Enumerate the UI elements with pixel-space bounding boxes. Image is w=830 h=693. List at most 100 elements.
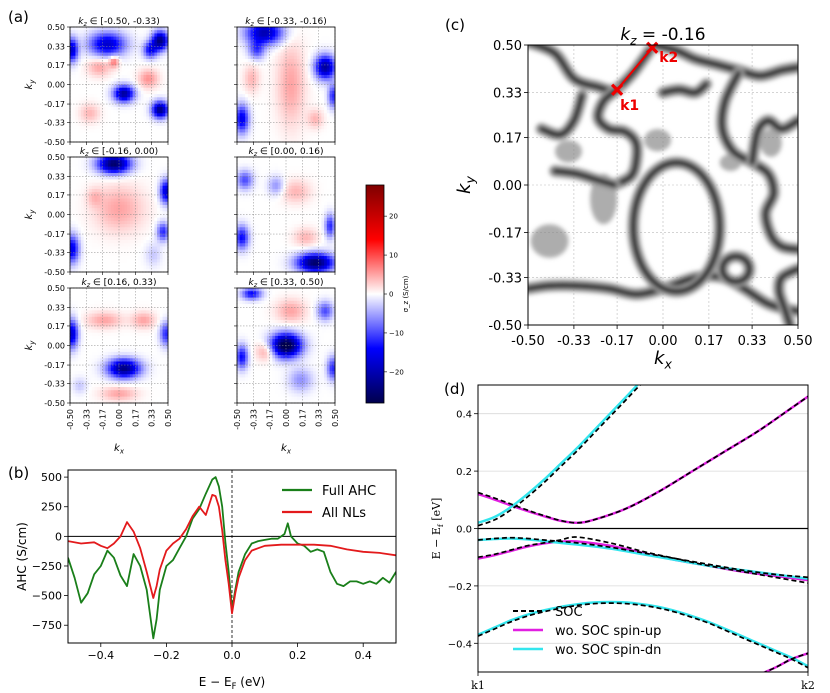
heatmap-cell — [124, 176, 128, 180]
heatmap-cell — [291, 81, 295, 85]
heatmap-cell — [261, 240, 265, 244]
heatmap-cell — [239, 103, 243, 108]
heatmap-cell — [253, 122, 257, 127]
heatmap-cell — [280, 58, 284, 63]
heatmap-cell — [266, 163, 271, 167]
heatmap-cell — [132, 33, 136, 37]
heatmap-cell — [286, 36, 290, 41]
heatmap-cell — [99, 33, 104, 37]
heatmap-cell — [291, 103, 295, 108]
heatmap-cell — [102, 243, 106, 247]
heatmap-cell — [105, 166, 109, 171]
heatmap-cell — [264, 36, 268, 41]
heatmap-cell — [264, 65, 268, 69]
heatmap-cell — [146, 262, 150, 267]
heatmap-cell — [148, 249, 153, 254]
heatmap-cell — [288, 36, 292, 41]
heatmap-cell — [105, 182, 109, 187]
heatmap-cell — [162, 49, 166, 53]
heatmap-cell — [321, 71, 325, 76]
heatmap-cell — [310, 195, 314, 199]
heatmap-cell — [275, 116, 279, 121]
heatmap-cell — [326, 30, 330, 34]
heatmap-cell — [127, 65, 131, 69]
heatmap-cell — [148, 27, 153, 31]
heatmap-cell — [99, 227, 104, 231]
heatmap-cell — [124, 208, 128, 212]
heatmap-cell — [80, 116, 85, 121]
heatmap-cell — [148, 204, 153, 209]
heatmap-cell — [256, 65, 260, 69]
heatmap-cell — [318, 110, 322, 114]
heatmap-cell — [165, 129, 169, 133]
heatmap-cell — [321, 42, 325, 47]
heatmap-cell — [83, 119, 87, 124]
heatmap-cell — [280, 185, 284, 190]
heatmap-cell — [78, 65, 82, 69]
heatmap-cell — [258, 192, 262, 196]
heatmap-cell — [256, 46, 260, 50]
heatmap-cell — [157, 84, 161, 89]
heatmap-cell — [146, 211, 150, 215]
heatmap-cell — [110, 198, 114, 203]
heatmap-cell — [162, 129, 166, 133]
heatmap-cell — [83, 259, 87, 263]
heatmap-cell — [245, 208, 249, 212]
heatmap-cell — [280, 204, 284, 209]
heatmap-cell — [245, 78, 249, 82]
heatmap-cell — [277, 68, 281, 73]
heatmap-cell — [151, 172, 155, 177]
heatmap-cell — [280, 249, 284, 254]
heatmap-cell — [94, 65, 98, 69]
heatmap-cell — [296, 62, 301, 66]
heatmap-cell — [245, 122, 249, 127]
heatmap-cell — [283, 135, 287, 140]
heatmap-cell — [70, 169, 74, 174]
heatmap-cell — [105, 103, 109, 108]
heatmap-cell — [324, 116, 328, 121]
heatmap-cell — [127, 30, 131, 34]
heatmap-cell — [280, 36, 284, 41]
heatmap-cell — [302, 182, 306, 187]
heatmap-cell — [121, 27, 125, 31]
heatmap-cell — [307, 132, 311, 137]
heatmap-cell — [148, 122, 153, 127]
heatmap-cell — [80, 236, 85, 241]
heatmap-cell — [296, 192, 301, 196]
heatmap-cell — [302, 106, 306, 111]
heatmap-cell — [253, 110, 257, 114]
heatmap-cell — [110, 132, 114, 137]
heatmap-cell — [258, 97, 262, 101]
heatmap-cell — [162, 94, 166, 98]
heatmap-cell — [102, 182, 106, 187]
heatmap-cell — [256, 27, 260, 31]
heatmap-cell — [94, 39, 98, 44]
heatmap-cell — [116, 110, 120, 114]
heatmap-cell — [91, 176, 95, 180]
heatmap-cell — [272, 249, 276, 254]
heatmap-cell — [299, 74, 303, 79]
heatmap-cell — [110, 208, 114, 212]
heatmap-cell — [329, 126, 333, 130]
heatmap-cell — [157, 265, 161, 270]
heatmap-cell — [119, 169, 123, 174]
heatmap-cell — [157, 259, 161, 263]
heatmap-cell — [159, 129, 163, 133]
heatmap-cell — [132, 55, 136, 60]
heatmap-cell — [75, 265, 79, 270]
heatmap-cell — [280, 259, 284, 263]
heatmap-cell — [99, 126, 104, 130]
heatmap-cell — [138, 87, 142, 92]
heatmap-cell — [124, 179, 128, 183]
heatmap-cell — [75, 81, 79, 85]
heatmap-cell — [154, 30, 158, 34]
heatmap-cell — [108, 224, 112, 228]
heatmap-cell — [99, 132, 104, 137]
heatmap-cell — [269, 163, 273, 167]
heatmap-cell — [138, 78, 142, 82]
heatmap-cell — [299, 49, 303, 53]
heatmap-cell — [296, 27, 301, 31]
heatmap-cell — [132, 188, 136, 193]
heatmap-cell — [266, 252, 271, 257]
heatmap-cell — [253, 46, 257, 50]
